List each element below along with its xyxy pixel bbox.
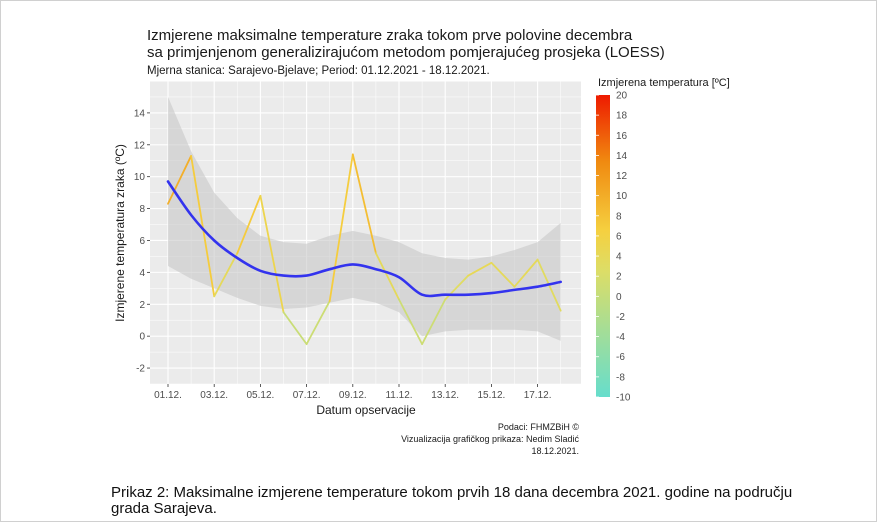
observed-segment [398,298,424,346]
legend-title: Izmjerena temperatura [ºC] [598,77,730,89]
y-axis-label: Izmjerene temperatura zraka (ºC) [113,144,127,322]
observed-segment [421,298,447,346]
x-tick-label: 13.12. [431,390,459,401]
observed-segment [282,311,308,346]
loess-line [166,180,562,298]
legend-tick-label: 10 [616,191,628,202]
legend-tick-label: 8 [616,211,622,222]
legend-tick-label: -6 [616,352,625,363]
x-tick-label: 11.12. [385,390,412,401]
x-tick-label: 15.12. [477,390,505,401]
x-tick-label: 17.12. [524,390,552,401]
chart-title: Izmjerene maksimalne temperature zraka t… [147,27,633,44]
chart-subtitle: Mjerna stanica: Sarajevo-Bjelave; Period… [147,65,490,77]
legend-tick-label: -8 [616,372,625,383]
observed-series [167,153,562,346]
observed-segment [490,261,516,288]
legend-tick-label: -2 [616,312,625,323]
legend-tick-label: 4 [616,252,622,263]
observed-segment [305,300,331,346]
observed-segment [167,155,193,205]
observed-segment [190,155,216,298]
x-tick-label: 05.12. [246,390,274,401]
legend-tick-label: 14 [616,151,628,162]
x-tick-label: 07.12. [293,390,321,401]
y-tick-label: 10 [134,172,146,183]
x-axis-label: Datum opservacije [316,403,416,417]
y-tick-label: 6 [139,236,145,247]
legend-colorbar [596,95,610,397]
observed-segment [513,258,539,288]
observed-segment [236,194,262,255]
temperature-chart: Izmjerene maksimalne temperature zraka t… [113,27,730,456]
legend-tick-label: 18 [616,111,628,122]
figure-caption: Prikaz 2: Maksimalne izmjerene temperatu… [111,484,793,517]
legend-tick-label: -4 [616,332,625,343]
visualization-date: 18.12.2021. [531,446,579,456]
x-tick-label: 01.12. [154,390,182,401]
legend-tick-label: 2 [616,272,622,283]
observed-segment [351,153,377,255]
observed-segment [213,252,239,298]
y-tick-label: 4 [139,268,145,279]
y-axis: -2 0 2 4 6 8 10 12 14 [134,108,150,375]
x-tick-label: 03.12. [200,390,228,401]
y-tick-label: 0 [139,332,145,343]
legend-tick-label: 16 [616,131,628,142]
visualization-credit: Vizualizacija grafičkog prikaza: Nedim S… [401,434,579,444]
y-tick-label: 12 [134,140,146,151]
legend-tick-label: 0 [616,292,622,303]
y-tick-label: 8 [139,204,145,215]
legend-tick-label: 6 [616,231,622,242]
observed-segment [467,261,493,277]
legend-tick-label: 12 [616,171,628,182]
y-tick-label: 14 [134,108,146,119]
legend-tick-label: -10 [616,393,631,404]
observed-segment [328,153,354,302]
y-tick-label: 2 [139,300,145,311]
observed-segment [374,252,400,301]
source-credit: Podaci: FHMZBiH © [498,422,580,432]
legend-tick-label: 20 [616,91,628,102]
observed-segment [259,194,285,314]
x-tick-label: 09.12. [339,390,367,401]
x-axis: 01.12. 03.12. 05.12. 07.12. 09.12. 11.12. 13.1… [154,384,552,401]
y-tick-label: -2 [136,364,145,375]
loess-confidence-band [168,96,561,341]
chart-title-line2: sa primjenjenom generalizirajućom metodo… [147,44,665,61]
